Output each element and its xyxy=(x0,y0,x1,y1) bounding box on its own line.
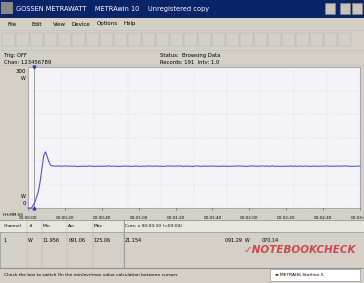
Bar xyxy=(2,33,15,46)
Text: 11.956: 11.956 xyxy=(43,237,60,243)
Bar xyxy=(325,3,335,14)
Bar xyxy=(30,33,43,46)
Text: 21.154: 21.154 xyxy=(125,237,142,243)
Text: Device: Device xyxy=(72,22,91,27)
Text: 125.06: 125.06 xyxy=(94,237,111,243)
Bar xyxy=(254,33,267,46)
Bar xyxy=(128,33,141,46)
Bar xyxy=(0,18,364,30)
Bar xyxy=(58,33,71,46)
Bar xyxy=(44,33,57,46)
Text: Check the box to switch On the min/avr/max value calculation between cursors: Check the box to switch On the min/avr/m… xyxy=(4,273,177,277)
Text: Trig: OFF: Trig: OFF xyxy=(4,53,27,59)
Text: 00:02:20: 00:02:20 xyxy=(277,216,296,220)
Text: GOSSEN METRAWATT    METRAwin 10    Unregistered copy: GOSSEN METRAWATT METRAwin 10 Unregistere… xyxy=(16,6,209,12)
Text: 091.29  W: 091.29 W xyxy=(225,237,250,243)
Bar xyxy=(0,268,364,283)
Text: Records: 191  Intv: 1.0: Records: 191 Intv: 1.0 xyxy=(160,59,219,65)
Bar xyxy=(114,33,127,46)
Text: W: W xyxy=(21,76,26,81)
Text: #: # xyxy=(28,224,32,228)
Bar xyxy=(296,33,309,46)
Text: 00:00:00: 00:00:00 xyxy=(19,216,37,220)
Bar xyxy=(198,33,211,46)
Bar xyxy=(310,33,323,46)
Text: Curs: x 00:03:10 (=03:04): Curs: x 00:03:10 (=03:04) xyxy=(125,224,182,228)
Text: ≡ METRAH6 Starline-5: ≡ METRAH6 Starline-5 xyxy=(275,273,324,277)
Text: W: W xyxy=(28,237,33,243)
Bar xyxy=(268,33,281,46)
Bar xyxy=(142,33,155,46)
Bar xyxy=(86,33,99,46)
Bar xyxy=(0,0,364,18)
Text: 1: 1 xyxy=(4,237,7,243)
Bar xyxy=(184,33,197,46)
Bar xyxy=(338,33,351,46)
Text: 0: 0 xyxy=(23,201,26,206)
Text: Chan: 123456789: Chan: 123456789 xyxy=(4,59,51,65)
Bar xyxy=(240,33,253,46)
Text: 00:02:40: 00:02:40 xyxy=(314,216,332,220)
Bar xyxy=(212,33,225,46)
Text: Channel: Channel xyxy=(4,224,22,228)
Text: Min: Min xyxy=(43,224,51,228)
Text: 00:02:00: 00:02:00 xyxy=(240,216,258,220)
Bar xyxy=(170,33,183,46)
Text: 00:00:40: 00:00:40 xyxy=(92,216,111,220)
Bar xyxy=(72,33,85,46)
Text: 00:03:00: 00:03:00 xyxy=(351,216,364,220)
Text: 00:01:00: 00:01:00 xyxy=(130,216,148,220)
Text: Status:  Browsing Data: Status: Browsing Data xyxy=(160,53,220,59)
Text: Help: Help xyxy=(124,22,136,27)
Bar xyxy=(270,269,360,281)
Bar xyxy=(352,3,362,14)
Text: View: View xyxy=(53,22,66,27)
Bar xyxy=(226,33,239,46)
Text: Edit: Edit xyxy=(32,22,43,27)
Text: File: File xyxy=(8,22,17,27)
Bar xyxy=(340,3,350,14)
Text: Avr: Avr xyxy=(68,224,75,228)
Bar xyxy=(0,220,364,232)
Bar xyxy=(0,30,364,50)
Text: 00:01:20: 00:01:20 xyxy=(166,216,185,220)
Text: HH:MM:SS: HH:MM:SS xyxy=(3,213,24,217)
Bar xyxy=(0,50,364,65)
Bar xyxy=(282,33,295,46)
Text: ✓NOTEBOOKCHECK: ✓NOTEBOOKCHECK xyxy=(244,245,356,255)
Text: 300: 300 xyxy=(16,69,26,74)
Bar xyxy=(324,33,337,46)
Text: 00:01:40: 00:01:40 xyxy=(203,216,222,220)
Bar xyxy=(16,33,29,46)
Text: 091.06: 091.06 xyxy=(68,237,85,243)
Bar xyxy=(1,2,13,14)
Bar xyxy=(28,67,360,208)
Bar xyxy=(0,220,364,268)
Text: 070.14: 070.14 xyxy=(261,237,278,243)
Bar xyxy=(156,33,169,46)
Text: 00:00:20: 00:00:20 xyxy=(56,216,74,220)
Text: W: W xyxy=(21,194,26,199)
Text: Options: Options xyxy=(97,22,118,27)
Bar xyxy=(100,33,113,46)
Text: Max: Max xyxy=(94,224,103,228)
